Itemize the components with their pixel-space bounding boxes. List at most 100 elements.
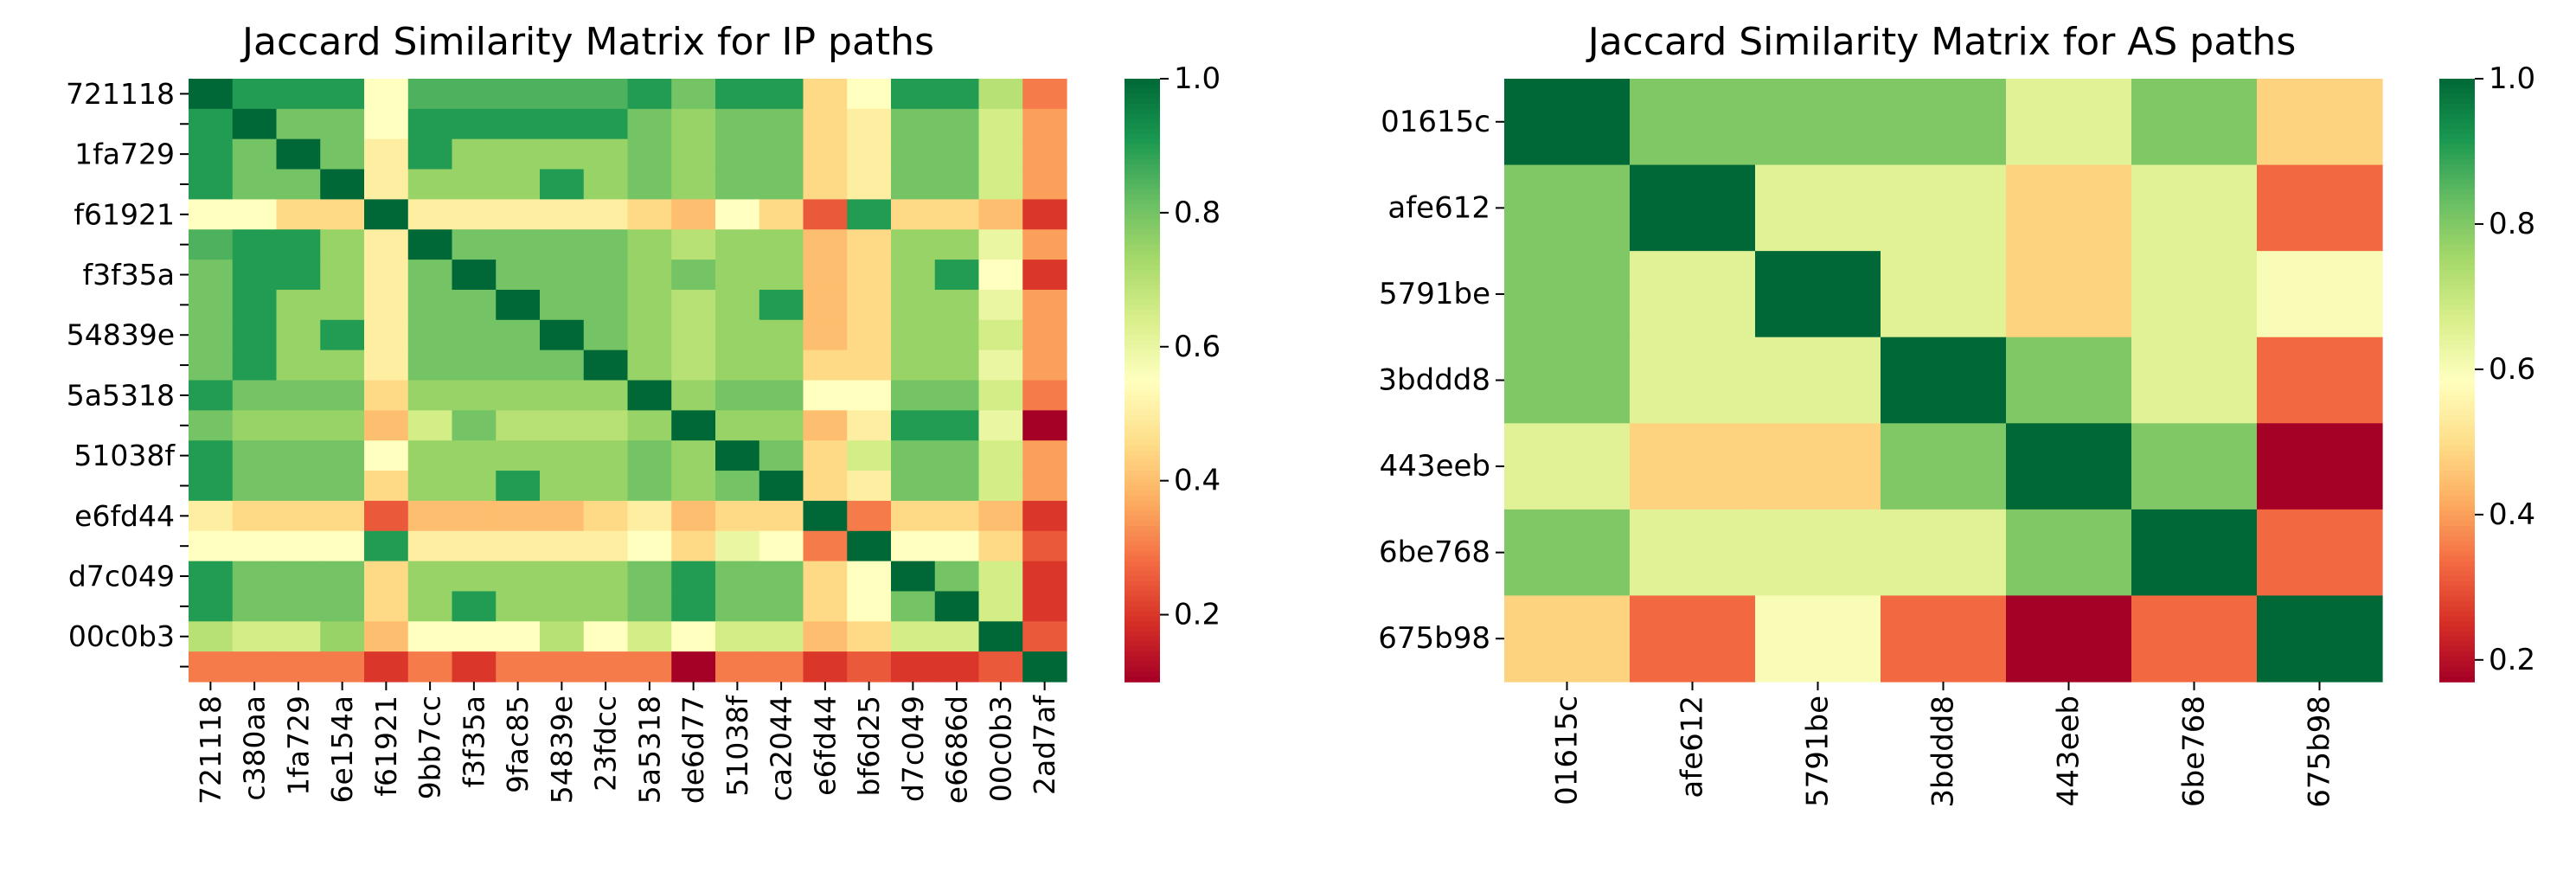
heatmap-cell (496, 169, 541, 200)
colorbar-segment (2439, 500, 2475, 507)
colorbar-segment (1125, 249, 1160, 256)
heatmap-cell (407, 591, 453, 622)
heatmap-cell (189, 500, 234, 532)
colorbar-segment (2439, 591, 2475, 598)
colorbar-segment (1125, 641, 1160, 648)
heatmap-cell (496, 591, 541, 622)
heatmap-cell (276, 530, 321, 562)
heatmap-cell (583, 319, 629, 351)
heatmap-cell (189, 138, 234, 170)
heatmap-cell (759, 289, 804, 321)
heatmap-cell (189, 79, 234, 110)
heatmap-cell (671, 561, 716, 593)
colorbar-segment (1125, 164, 1160, 170)
colorbar-segment (2439, 671, 2475, 677)
x-tick-label: 2ad7af (1028, 695, 1061, 795)
colorbar-segment (1125, 586, 1160, 593)
heatmap-cell (1755, 337, 1881, 424)
heatmap-cell (671, 319, 716, 351)
heatmap-cell (847, 561, 892, 593)
heatmap-cell (803, 79, 848, 110)
heatmap-cell (1630, 337, 1756, 424)
heatmap-cell (1022, 319, 1067, 351)
heatmap-cell (496, 530, 541, 562)
chart-title: Jaccard Similarity Matrix for AS paths (1586, 20, 2297, 64)
y-tick-label: 675b98 (1378, 621, 1490, 656)
heatmap-cell (540, 410, 585, 441)
heatmap-cell (320, 621, 365, 652)
x-tick-label: 9fac85 (501, 696, 535, 793)
colorbar-segment (1125, 405, 1160, 412)
heatmap-cell (232, 169, 278, 200)
heatmap-cell (1022, 138, 1067, 170)
y-tick-label: 721118 (66, 77, 175, 111)
heatmap-cell (452, 530, 497, 562)
heatmap-cell (671, 169, 716, 200)
heatmap-cell (1881, 595, 2007, 683)
heatmap-cell (934, 380, 980, 411)
heatmap-cell (1755, 595, 1881, 683)
colorbar-segment (2439, 471, 2475, 477)
colorbar-segment (2439, 179, 2475, 185)
heatmap-cell (759, 471, 804, 502)
colorbar-segment (1125, 360, 1160, 366)
heatmap-cell (496, 621, 541, 652)
heatmap-cell (452, 380, 497, 411)
heatmap-cell (803, 319, 848, 351)
heatmap-cell (978, 591, 1023, 622)
colorbar-segment (2439, 234, 2475, 240)
colorbar-segment (1125, 324, 1160, 331)
heatmap-cell (847, 79, 892, 110)
heatmap-cell (891, 349, 936, 382)
heatmap-cell (934, 289, 980, 321)
colorbar-segment (2439, 183, 2475, 190)
heatmap-cell (803, 289, 848, 321)
heatmap-cell (759, 108, 804, 140)
colorbar-segment (2439, 335, 2475, 341)
colorbar-segment (2439, 349, 2475, 356)
heatmap-cell (891, 410, 936, 441)
colorbar-segment (1125, 199, 1160, 206)
heatmap-cell (407, 621, 453, 652)
colorbar-segment (1125, 471, 1160, 477)
heatmap-cell (2257, 79, 2383, 166)
x-tick-label: 00c0b3 (984, 696, 1017, 802)
heatmap-cell (715, 440, 760, 471)
colorbar-segment (2439, 646, 2475, 652)
heatmap-cell (496, 79, 541, 110)
heatmap-cell (803, 108, 848, 140)
heatmap-cell (891, 108, 936, 140)
heatmap-cell (978, 229, 1023, 260)
heatmap-cell (232, 229, 278, 260)
colorbar-segment (2439, 365, 2475, 371)
colorbar-segment (1125, 646, 1160, 652)
heatmap-cell (1630, 423, 1756, 510)
heatmap-cell (627, 440, 672, 471)
heatmap-cell (540, 500, 585, 532)
heatmap-cell (276, 260, 321, 291)
heatmap-cell (320, 410, 365, 441)
heatmap-cell (1630, 164, 1756, 252)
heatmap-cell (715, 169, 760, 200)
colorbar-segment (1125, 179, 1160, 185)
heatmap-cell (496, 471, 541, 502)
heatmap-cell (627, 108, 672, 140)
heatmap-cell (496, 108, 541, 140)
heatmap-cell (189, 471, 234, 502)
colorbar-segment (1125, 455, 1160, 462)
heatmap-cell (715, 471, 760, 502)
colorbar-segment (2439, 88, 2475, 95)
colorbar-segment (2439, 330, 2475, 337)
colorbar-segment (1125, 465, 1160, 471)
colorbar-segment (2439, 133, 2475, 140)
colorbar-segment (1125, 314, 1160, 321)
colorbar-segment (1125, 194, 1160, 201)
heatmap-cell (803, 380, 848, 411)
colorbar-segment (1125, 535, 1160, 542)
heatmap-cell (627, 79, 672, 110)
colorbar-segment (2439, 666, 2475, 673)
colorbar-segment (2439, 530, 2475, 537)
heatmap-cell (671, 440, 716, 471)
x-tick-label: 23fdcc (589, 696, 623, 792)
colorbar-segment (1125, 344, 1160, 351)
